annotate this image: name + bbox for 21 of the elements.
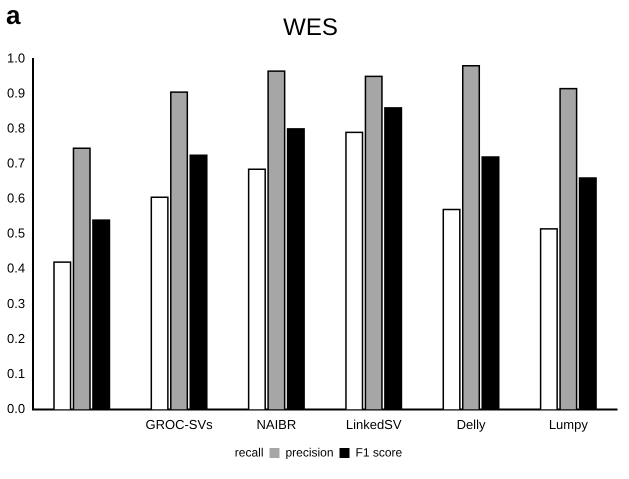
y-tick-label: 0.0 — [6, 400, 26, 416]
chart-title: WES — [283, 14, 338, 42]
y-tick-label: 0.1 — [6, 366, 26, 381]
y-tick-label: 0.7 — [6, 156, 26, 171]
y-tick-label: 0.2 — [6, 330, 26, 346]
x-tick-label: GROC-SVs — [145, 416, 214, 432]
y-tick-label: 0.6 — [6, 190, 26, 206]
legend-label: F1 score — [356, 445, 403, 460]
text: recall — [234, 445, 264, 460]
y-tick-label: 1.0 — [6, 50, 26, 66]
x-tick-label: Delly — [456, 416, 486, 432]
x-tick-label: Lumpy — [548, 416, 588, 432]
x-tick-label: NAIBR — [256, 416, 296, 432]
y-tick-label: 0.8 — [6, 120, 26, 136]
y-tick-label: 0.3 — [6, 296, 26, 311]
x-tick-label: LinkedSV — [346, 416, 402, 432]
y-tick-label: 0.5 — [6, 226, 26, 241]
legend-label: precision — [285, 445, 334, 460]
text: a — [6, 0, 21, 30]
y-tick-label: 0.9 — [6, 85, 26, 100]
y-tick-label: 0.4 — [6, 260, 26, 276]
